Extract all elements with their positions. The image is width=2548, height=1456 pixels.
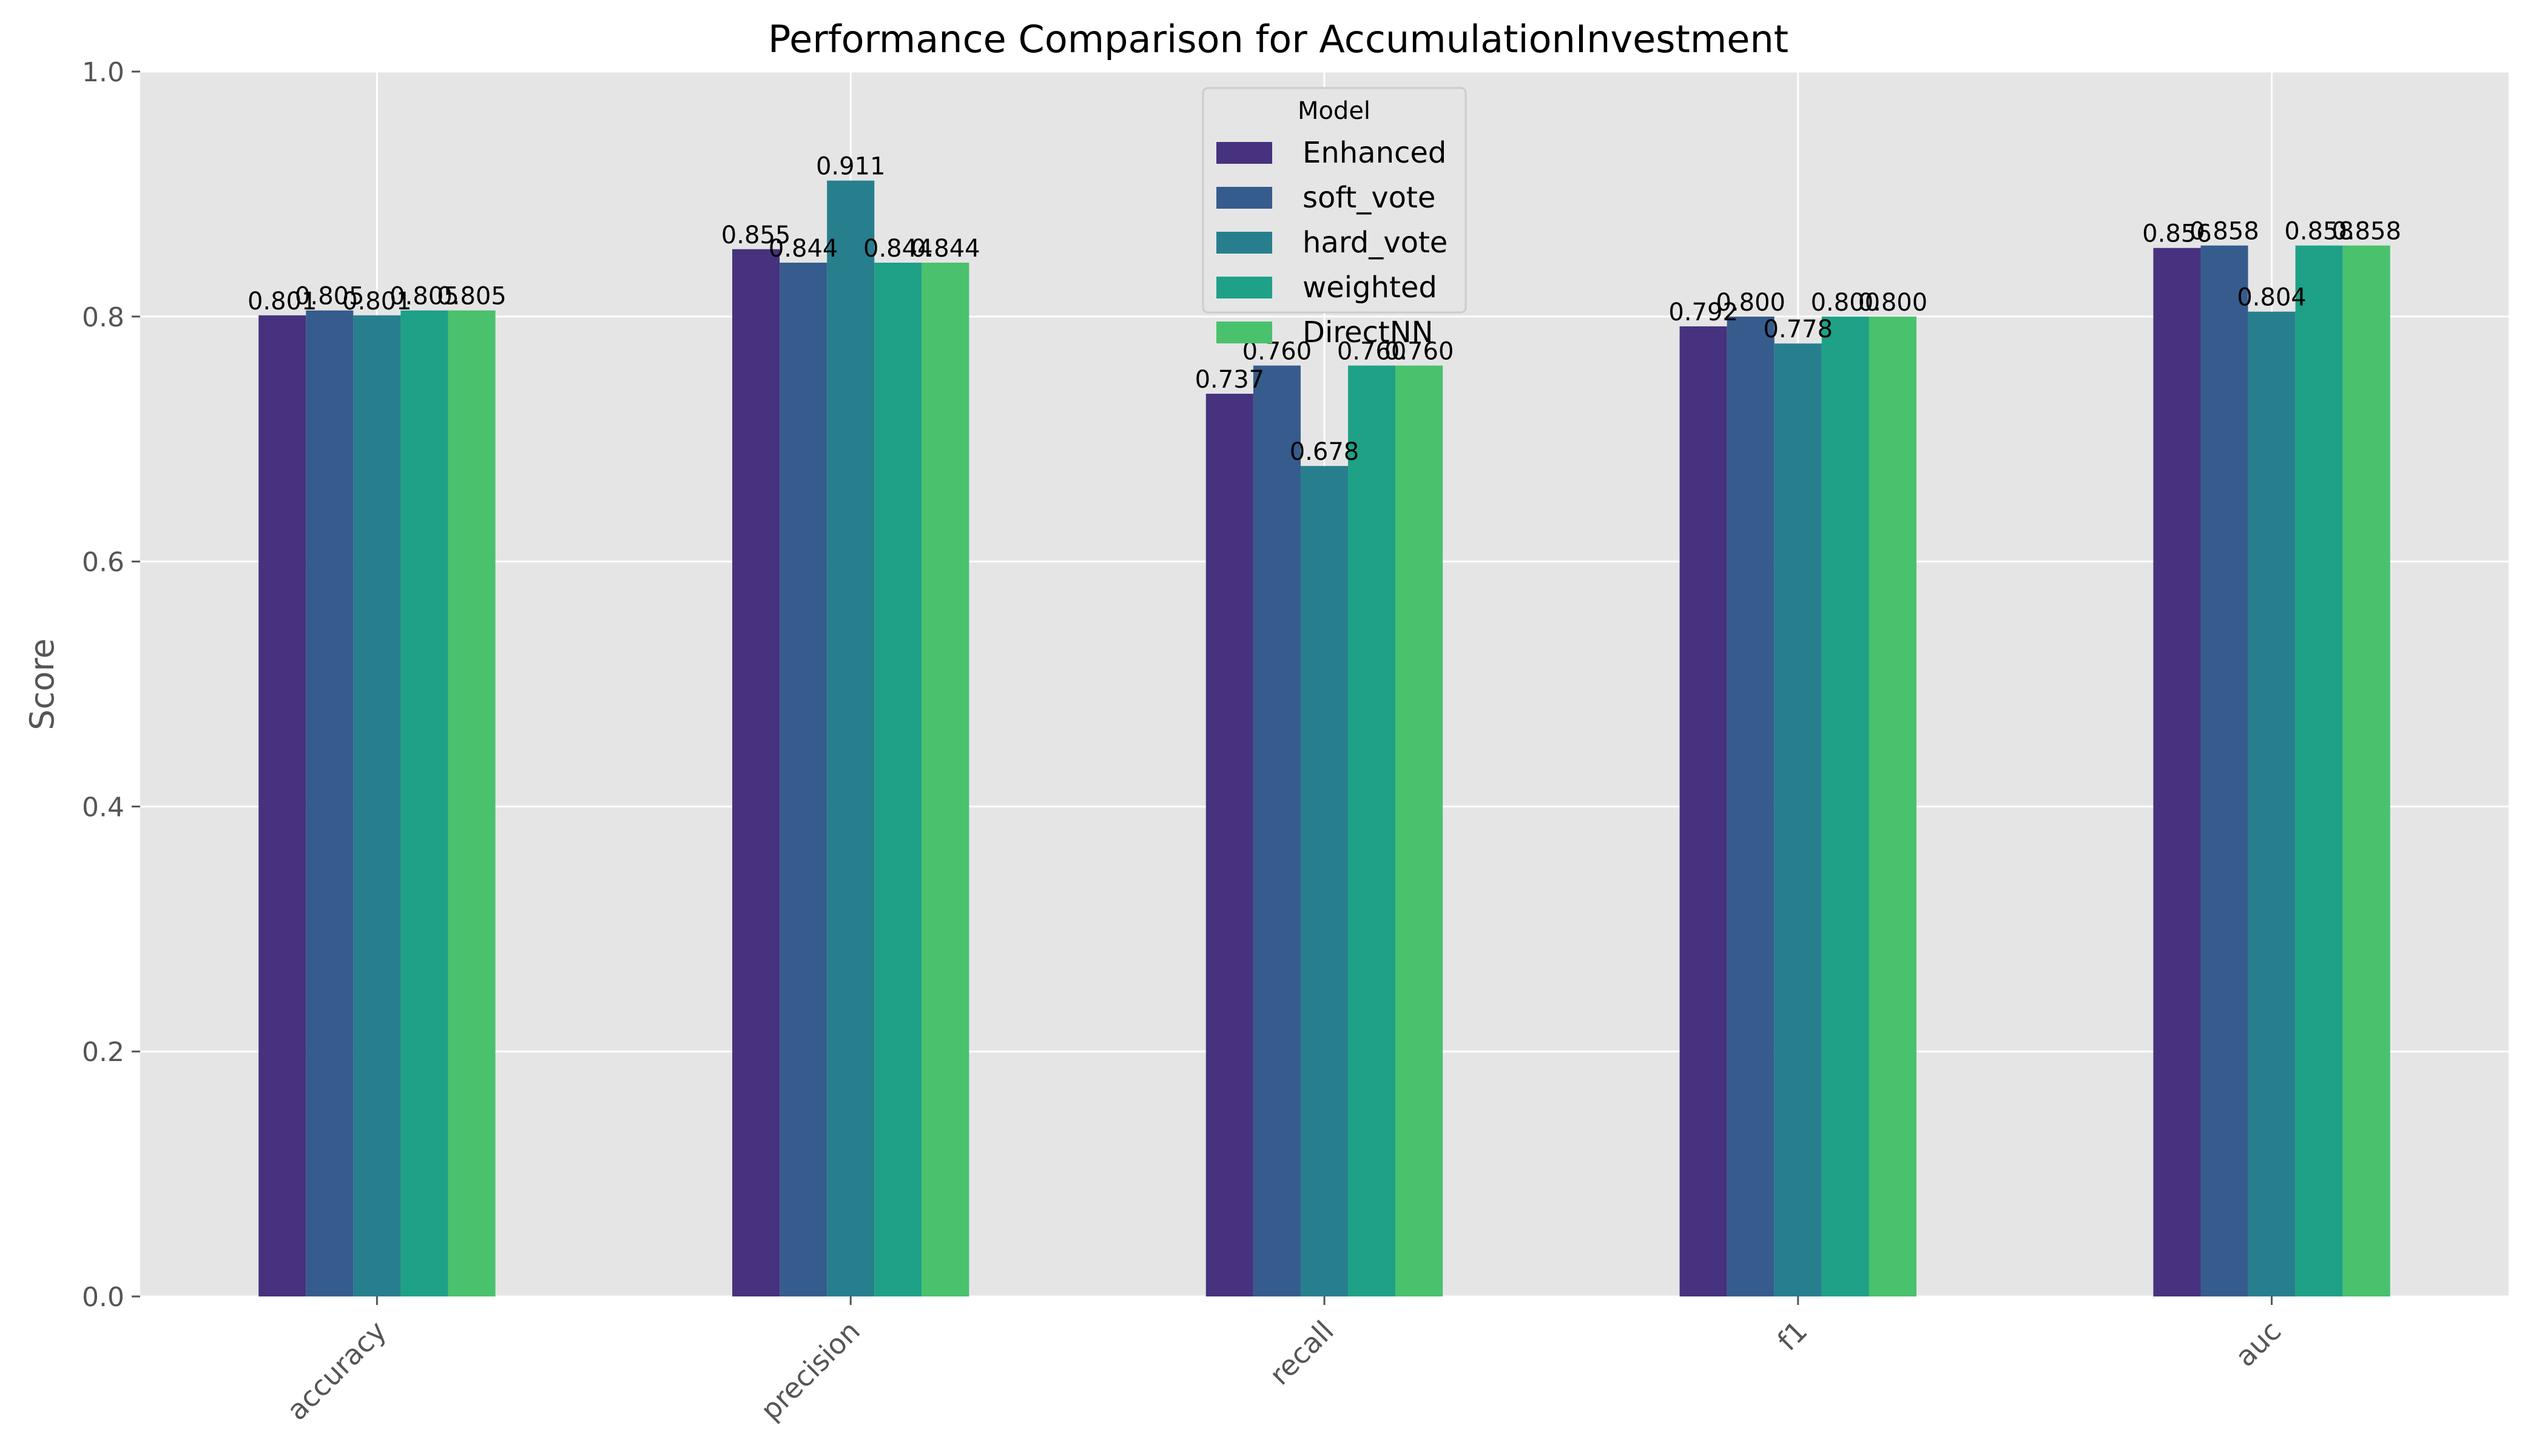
bar-DirectNN-accuracy xyxy=(448,310,496,1297)
y-tick-label: 1.0 xyxy=(82,57,124,88)
legend: Model Enhanced soft_vote hard_vote weighted… xyxy=(1202,87,1467,349)
legend-label-soft_vote: soft_vote xyxy=(1303,181,1435,215)
bar-weighted-accuracy xyxy=(400,310,448,1297)
bar-soft_vote-auc xyxy=(2200,245,2248,1296)
bar-label: 0.804 xyxy=(2237,284,2307,312)
bar-label: 0.792 xyxy=(1668,298,1738,326)
x-tick-label: precision xyxy=(754,1315,866,1427)
legend-label-hard_vote: hard_vote xyxy=(1303,226,1448,260)
bar-hard_vote-f1 xyxy=(1774,343,1822,1296)
bar-label: 0.911 xyxy=(816,153,886,181)
bars xyxy=(258,180,2390,1297)
bar-DirectNN-recall xyxy=(1395,365,1443,1296)
bar-DirectNN-f1 xyxy=(1869,316,1916,1296)
y-axis-label: Score xyxy=(23,638,61,730)
legend-label-DirectNN: DirectNN xyxy=(1303,315,1434,349)
bar-weighted-auc xyxy=(2295,245,2343,1296)
bar-hard_vote-accuracy xyxy=(353,315,401,1296)
bar-Enhanced-precision xyxy=(732,249,780,1296)
bar-Enhanced-recall xyxy=(1205,393,1253,1296)
y-tick-label: 0.4 xyxy=(82,792,124,823)
bar-label: 0.801 xyxy=(248,288,317,315)
legend-label-weighted: weighted xyxy=(1303,271,1437,305)
legend-title: Model xyxy=(1298,97,1370,125)
bar-label: 0.805 xyxy=(437,283,507,311)
legend-swatch-hard_vote xyxy=(1216,232,1272,254)
x-tick-label: accuracy xyxy=(280,1315,393,1427)
bar-label: 0.800 xyxy=(1716,289,1785,317)
bar-label: 0.858 xyxy=(2189,218,2259,246)
x-tick-label: auc xyxy=(2229,1315,2288,1373)
x-tick-label: recall xyxy=(1263,1315,1340,1392)
y-tick-label: 0.6 xyxy=(82,547,124,578)
bar-label: 0.800 xyxy=(1858,289,1928,317)
bar-label: 0.844 xyxy=(769,235,838,263)
x-axis: accuracy precision recall f1 auc xyxy=(280,1296,2287,1427)
y-tick-label: 0.2 xyxy=(82,1037,124,1068)
y-axis: 0.0 0.2 0.4 0.6 0.8 1.0 xyxy=(82,57,140,1313)
bar-weighted-f1 xyxy=(1821,316,1869,1296)
legend-swatch-DirectNN xyxy=(1216,322,1272,343)
bar-label: 0.805 xyxy=(389,283,459,311)
y-tick-label: 0.0 xyxy=(82,1282,124,1313)
legend-swatch-weighted xyxy=(1216,277,1272,298)
bar-label: 0.800 xyxy=(1811,289,1881,317)
bar-soft_vote-recall xyxy=(1253,365,1301,1296)
bar-label: 0.760 xyxy=(1337,338,1407,366)
bar-label: 0.678 xyxy=(1290,438,1360,466)
bar-Enhanced-auc xyxy=(2153,248,2201,1297)
bar-value-labels: 0.801 0.855 0.737 0.792 0.856 0.805 0.844 0.760… xyxy=(248,153,2401,466)
bar-label: 0.856 xyxy=(2142,220,2212,248)
bar-weighted-precision xyxy=(874,262,922,1296)
legend-swatch-soft_vote xyxy=(1216,187,1272,209)
bar-weighted-recall xyxy=(1348,365,1396,1296)
chart-title: Performance Comparison for AccumulationI… xyxy=(768,17,1788,61)
bar-label: 0.737 xyxy=(1195,366,1265,394)
bar-label: 0.805 xyxy=(295,283,365,311)
bar-label: 0.858 xyxy=(2284,218,2354,246)
bar-DirectNN-precision xyxy=(922,262,969,1296)
bar-label: 0.844 xyxy=(863,235,933,263)
bar-label: 0.855 xyxy=(721,221,791,249)
bar-Enhanced-f1 xyxy=(1679,326,1727,1296)
bar-soft_vote-accuracy xyxy=(306,310,354,1297)
bar-soft_vote-precision xyxy=(780,262,827,1296)
bar-label: 0.844 xyxy=(911,235,980,263)
bar-DirectNN-auc xyxy=(2342,245,2390,1296)
bar-hard_vote-precision xyxy=(827,180,875,1296)
bar-label: 0.760 xyxy=(1384,338,1454,366)
bar-label: 0.778 xyxy=(1764,315,1833,343)
bar-label: 0.801 xyxy=(342,288,412,315)
y-tick-label: 0.8 xyxy=(82,302,124,333)
bar-hard_vote-auc xyxy=(2248,311,2296,1296)
bar-label: 0.858 xyxy=(2332,218,2402,246)
bar-hard_vote-recall xyxy=(1300,466,1349,1297)
bar-Enhanced-accuracy xyxy=(258,315,306,1296)
x-tick-label: f1 xyxy=(1771,1315,1813,1357)
bar-soft_vote-f1 xyxy=(1727,316,1774,1296)
legend-label-Enhanced: Enhanced xyxy=(1303,136,1446,170)
legend-swatch-Enhanced xyxy=(1216,142,1272,164)
